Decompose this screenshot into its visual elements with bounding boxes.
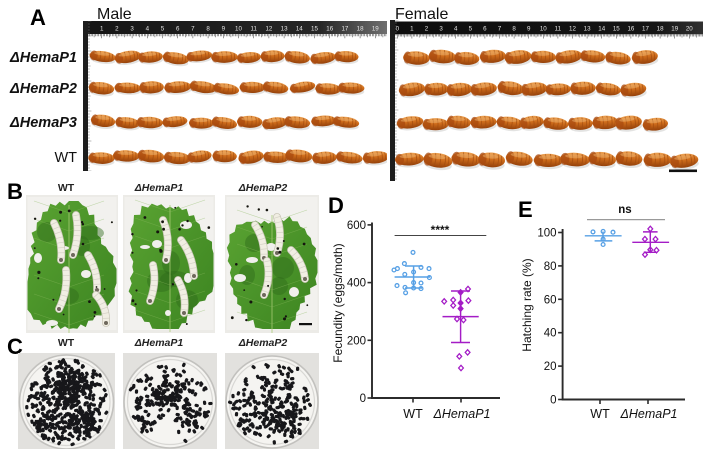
svg-text:14: 14 [296, 25, 303, 32]
svg-text:16: 16 [326, 25, 333, 32]
svg-text:5: 5 [469, 26, 473, 33]
svg-text:0: 0 [360, 393, 366, 405]
svg-text:60: 60 [544, 294, 557, 306]
svg-text:0: 0 [550, 395, 556, 407]
svg-text:11: 11 [250, 25, 257, 32]
svg-text:12: 12 [569, 26, 576, 33]
svg-text:4: 4 [146, 25, 150, 32]
svg-text:1: 1 [100, 25, 104, 32]
svg-text:6: 6 [483, 26, 487, 33]
svg-text:20: 20 [544, 361, 557, 373]
svg-text:0: 0 [396, 26, 400, 33]
svg-text:19: 19 [671, 26, 678, 33]
svg-text:12: 12 [265, 25, 272, 32]
svg-text:17: 17 [642, 26, 649, 33]
svg-text:3: 3 [439, 26, 443, 33]
svg-text:18: 18 [357, 25, 364, 32]
svg-text:8: 8 [512, 26, 516, 33]
svg-text:11: 11 [555, 26, 562, 33]
svg-text:Fecundity (eggs/moth): Fecundity (eggs/moth) [331, 243, 345, 362]
svg-text:2: 2 [425, 26, 429, 33]
svg-text:40: 40 [544, 328, 557, 340]
svg-text:13: 13 [281, 25, 288, 32]
svg-text:ns: ns [618, 204, 631, 216]
svg-text:WT: WT [590, 407, 610, 421]
svg-text:400: 400 [347, 278, 366, 290]
svg-text:8: 8 [206, 25, 210, 32]
svg-text:80: 80 [544, 261, 557, 273]
svg-text:20: 20 [686, 26, 693, 33]
svg-text:9: 9 [527, 26, 531, 33]
svg-text:ΔHemaP1: ΔHemaP1 [432, 407, 490, 421]
svg-text:ΔHemaP1: ΔHemaP1 [619, 407, 677, 421]
svg-text:600: 600 [347, 220, 366, 232]
svg-text:5: 5 [161, 25, 165, 32]
svg-text:15: 15 [613, 26, 620, 33]
svg-text:7: 7 [191, 25, 195, 32]
svg-text:9: 9 [222, 25, 226, 32]
svg-text:2: 2 [115, 25, 119, 32]
svg-text:19: 19 [372, 25, 379, 32]
svg-text:10: 10 [235, 25, 242, 32]
svg-text:7: 7 [498, 26, 502, 33]
svg-text:100: 100 [537, 228, 556, 240]
svg-text:13: 13 [584, 26, 591, 33]
svg-text:17: 17 [341, 25, 348, 32]
svg-text:1: 1 [410, 26, 414, 33]
svg-text:14: 14 [598, 26, 605, 33]
svg-text:15: 15 [311, 25, 318, 32]
svg-text:4: 4 [454, 26, 458, 33]
svg-text:3: 3 [130, 25, 134, 32]
svg-text:****: **** [431, 223, 450, 237]
svg-text:10: 10 [540, 26, 547, 33]
svg-text:18: 18 [657, 26, 664, 33]
svg-text:Hatching rate (%): Hatching rate (%) [520, 258, 534, 351]
svg-text:6: 6 [176, 25, 180, 32]
svg-text:200: 200 [347, 335, 366, 347]
svg-text:WT: WT [403, 407, 423, 421]
svg-text:16: 16 [627, 26, 634, 33]
